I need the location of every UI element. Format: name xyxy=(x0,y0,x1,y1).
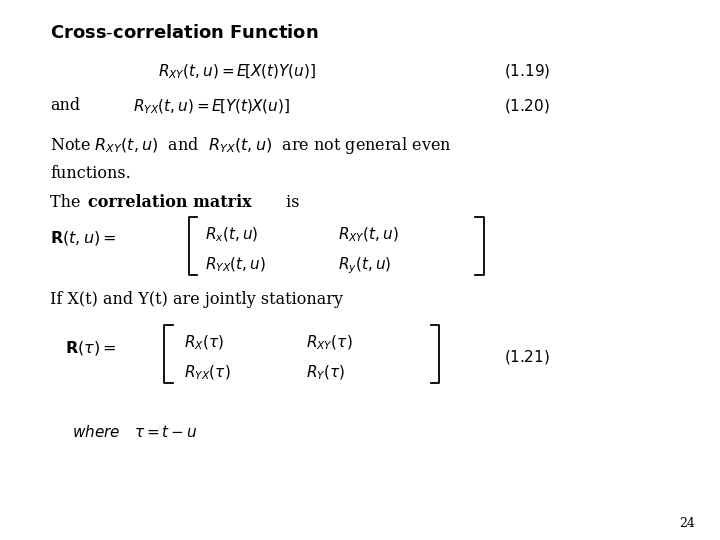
Text: $\bf{Cross\text{-}correlation\ Function}$: $\bf{Cross\text{-}correlation\ Function}… xyxy=(50,24,319,42)
Text: $R_{YX}(\tau)$: $R_{YX}(\tau)$ xyxy=(184,363,230,382)
Text: $(1.19)$: $(1.19)$ xyxy=(504,62,551,80)
Text: $\mathit{where}\ \ \ \tau = t - u$: $\mathit{where}\ \ \ \tau = t - u$ xyxy=(72,424,197,440)
Text: is: is xyxy=(281,194,300,211)
Text: and: and xyxy=(50,97,81,114)
Text: $\mathbf{R}(\tau)=$: $\mathbf{R}(\tau)=$ xyxy=(65,339,116,356)
Text: 24: 24 xyxy=(679,517,695,530)
Text: $R_{XY}(t,u)=E\!\left[X(t)Y(u)\right]$: $R_{XY}(t,u)=E\!\left[X(t)Y(u)\right]$ xyxy=(158,62,316,80)
Text: The: The xyxy=(50,194,86,211)
Text: $(1.21)$: $(1.21)$ xyxy=(504,348,549,366)
Text: If X(t) and Y(t) are jointly stationary: If X(t) and Y(t) are jointly stationary xyxy=(50,291,343,307)
Text: $R_Y(\tau)$: $R_Y(\tau)$ xyxy=(306,363,346,382)
Text: $\mathbf{R}(t,u)=$: $\mathbf{R}(t,u)=$ xyxy=(50,229,117,247)
Text: $R_{XY}(\tau)$: $R_{XY}(\tau)$ xyxy=(306,333,353,352)
Text: $R_y(t,u)$: $R_y(t,u)$ xyxy=(338,255,392,276)
Text: $R_{YX}(t,u)=E\!\left[Y(t)X(u)\right]$: $R_{YX}(t,u)=E\!\left[Y(t)X(u)\right]$ xyxy=(133,97,290,116)
Text: $R_{XY}(t,u)$: $R_{XY}(t,u)$ xyxy=(338,225,400,244)
Text: Note $R_{XY}(t,u)$  and  $R_{YX}(t,u)$  are not general even: Note $R_{XY}(t,u)$ and $R_{YX}(t,u)$ are… xyxy=(50,135,452,156)
Text: correlation matrix: correlation matrix xyxy=(88,194,251,211)
Text: $R_{YX}(t,u)$: $R_{YX}(t,u)$ xyxy=(205,255,266,274)
Text: $R_X(\tau)$: $R_X(\tau)$ xyxy=(184,333,224,352)
Text: functions.: functions. xyxy=(50,165,131,181)
Text: $R_x(t,u)$: $R_x(t,u)$ xyxy=(205,225,258,244)
Text: $(1.20)$: $(1.20)$ xyxy=(504,97,549,115)
